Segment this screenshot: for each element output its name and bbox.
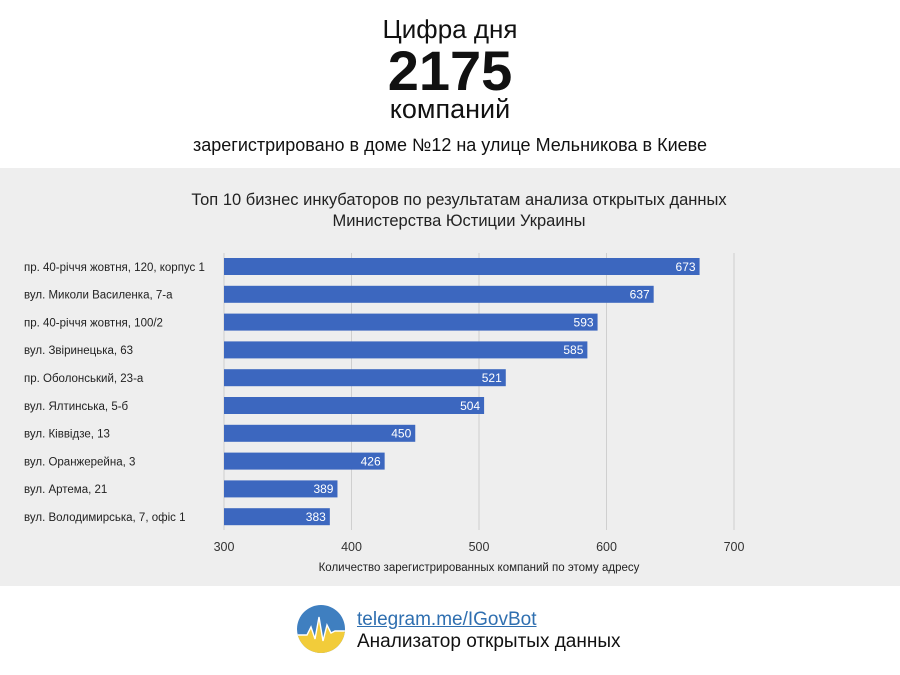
x-axis-label: Количество зарегистрированных компаний п…: [319, 562, 640, 574]
x-tick-label: 600: [596, 540, 617, 554]
bar-value-label: 450: [391, 427, 411, 441]
bar-value-label: 637: [630, 288, 650, 302]
bar: [224, 258, 700, 275]
chart-title-line: Топ 10 бизнес инкубаторов по результатам…: [191, 191, 727, 209]
headline-subtitle: зарегистрировано в доме №12 на улице Мел…: [192, 135, 708, 155]
bar-value-label: 521: [482, 371, 502, 385]
chart-title-line: Министерства Юстиции Украины: [332, 212, 585, 230]
bar-value-label: 673: [676, 260, 696, 274]
category-label: вул. Володимирська, 7, офіс 1: [24, 512, 185, 524]
category-label: вул. Ківвідзе, 13: [24, 429, 110, 441]
bar-value-label: 383: [306, 510, 326, 524]
telegram-link[interactable]: telegram.me/IGovBot: [357, 609, 537, 630]
headline-label: Цифра дня: [382, 14, 518, 44]
bar: [224, 424, 416, 442]
x-tick-label: 700: [724, 540, 745, 554]
chart-panel: Топ 10 бизнес инкубаторов по результатам…: [0, 168, 900, 586]
category-label: пр. 40-річчя жовтня, 100/2: [24, 317, 163, 329]
category-label: вул. Ялтинська, 5-б: [24, 401, 129, 413]
bar: [224, 285, 654, 303]
signal-logo-icon: [297, 605, 345, 653]
bar-chart: Топ 10 бизнес инкубаторов по результатам…: [24, 191, 745, 574]
footer: [0, 586, 900, 675]
category-label: вул. Оранжерейна, 3: [24, 456, 135, 468]
x-tick-label: 400: [341, 540, 362, 554]
footer-tagline: Анализатор открытых данных: [357, 631, 621, 652]
x-tick-label: 500: [469, 540, 490, 554]
bar-value-label: 585: [563, 343, 583, 357]
bar: [224, 369, 506, 387]
category-label: вул. Миколи Василенка, 7-а: [24, 290, 173, 302]
bar: [224, 397, 485, 414]
bar-value-label: 504: [460, 399, 480, 413]
bar-value-label: 426: [361, 454, 381, 468]
bar-value-label: 593: [574, 315, 594, 329]
headline-number: 2175: [387, 39, 513, 102]
category-label: пр. 40-річчя жовтня, 120, корпус 1: [24, 262, 205, 274]
category-label: вул. Артема, 21: [24, 484, 107, 496]
bar: [224, 508, 330, 526]
bar: [224, 452, 385, 470]
headline-unit: компаний: [389, 94, 511, 124]
header: Цифра дня 2175 компаний зарегистрировано…: [0, 0, 900, 168]
category-label: вул. Звіринецька, 63: [24, 345, 133, 357]
category-label: пр. Оболонський, 23-а: [24, 373, 144, 385]
bar-value-label: 389: [313, 482, 333, 496]
bar: [224, 341, 588, 359]
x-tick-label: 300: [214, 540, 235, 554]
bar: [224, 313, 598, 331]
bar: [224, 480, 338, 498]
